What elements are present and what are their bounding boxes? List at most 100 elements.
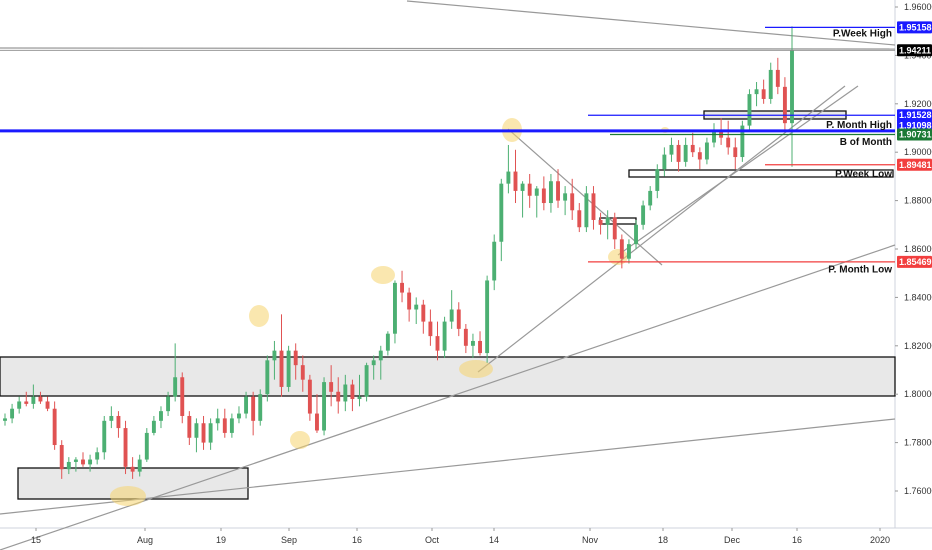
candle-body: [690, 144, 695, 153]
candle-body: [258, 394, 263, 421]
candle-body: [130, 466, 135, 472]
candle-body: [102, 420, 107, 453]
price-badge[interactable]: [897, 158, 932, 171]
candle-body: [293, 350, 298, 366]
candle-body: [95, 452, 100, 460]
y-tick-label: 1.78000: [904, 438, 932, 448]
candle-body: [435, 336, 440, 351]
candle-body: [470, 340, 475, 346]
price-badge[interactable]: [897, 109, 932, 122]
annotations-layer: P.Week High P. Month High B of Month P.Week…: [826, 29, 892, 276]
candle-body: [747, 94, 752, 126]
candle-body: [421, 304, 426, 322]
zones-layer: [0, 110, 896, 500]
candle-body: [548, 181, 553, 204]
candle-body: [88, 459, 93, 465]
candle-body: [577, 210, 582, 228]
candle-body: [66, 461, 71, 470]
x-tick-label: 14: [489, 535, 499, 545]
candle-body: [315, 413, 319, 431]
candle-body: [378, 350, 383, 361]
candle-body: [45, 401, 50, 409]
price-badge-label: 1.91098: [899, 121, 932, 131]
price-badge[interactable]: [897, 255, 932, 268]
price-badge-label: 1.95158: [899, 22, 932, 32]
price-badge-label: 1.89481: [899, 160, 932, 170]
price-badge-label: 1.85469: [899, 257, 932, 267]
annotation-label: B of Month: [840, 137, 892, 148]
candle-body: [449, 309, 454, 322]
candle-body: [307, 379, 312, 414]
trendline: [0, 418, 896, 515]
trendlines-layer: [0, 0, 896, 550]
candle-body: [527, 183, 532, 196]
candle-body: [180, 377, 185, 416]
candle-body: [265, 360, 270, 395]
candle-body: [300, 365, 305, 380]
candle-body: [712, 130, 716, 143]
x-tick-label: 19: [216, 535, 226, 545]
trendline: [0, 47, 896, 50]
candle-body: [52, 408, 57, 446]
price-badge-label: 1.94211: [899, 45, 931, 55]
candle-body: [222, 418, 227, 433]
trendline: [477, 85, 846, 373]
candle-body: [286, 350, 291, 387]
candle-body: [768, 69, 773, 99]
candle-body: [570, 193, 575, 211]
annotation-label: P. Month High: [826, 120, 892, 131]
y-tick-label: 1.80000: [904, 389, 932, 399]
candle-body: [683, 144, 688, 162]
x-tick-label: Oct: [425, 535, 440, 545]
candle-body: [534, 188, 539, 196]
candle-body: [350, 384, 355, 400]
candle-body: [400, 282, 404, 293]
candle-body: [38, 396, 43, 402]
candle-body: [740, 125, 745, 158]
candle-body: [364, 365, 369, 397]
candle-body: [116, 415, 121, 429]
candle-body: [137, 459, 142, 472]
candle-body: [385, 333, 390, 351]
candle-body: [371, 360, 376, 366]
week-low-zone: [628, 169, 894, 178]
price-badge[interactable]: [897, 21, 932, 34]
highlight-marker: [459, 360, 493, 378]
candle-body: [166, 396, 171, 412]
candle-body: [556, 181, 560, 201]
candle-body: [655, 169, 660, 191]
candle-body: [215, 418, 220, 424]
x-tick-label: Dec: [724, 535, 741, 545]
candle-body: [754, 89, 759, 95]
candle-body: [31, 396, 36, 404]
candle-body: [173, 377, 178, 397]
price-badge[interactable]: [897, 128, 932, 141]
candle-body: [442, 321, 447, 351]
candle-body: [598, 219, 603, 225]
candle-body: [485, 280, 490, 354]
support-resistance-zone: [0, 356, 896, 397]
y-axis[interactable]: 1.960001.940001.920001.900001.880001.860…: [895, 2, 932, 496]
x-tick-label: Aug: [137, 535, 153, 545]
candle-body: [790, 50, 794, 124]
small-zone: [599, 217, 637, 225]
candle-body: [322, 382, 327, 431]
y-tick-label: 1.76000: [904, 486, 932, 496]
highlight-marker: [371, 266, 395, 284]
price-badge[interactable]: [897, 44, 932, 57]
candles-layer: [3, 26, 794, 479]
candle-body: [499, 183, 504, 242]
highlight-marker: [608, 249, 628, 265]
y-tick-label: 1.96000: [904, 2, 932, 12]
annotation-label: P. Month Low: [828, 264, 892, 275]
candle-body: [272, 350, 277, 361]
y-tick-label: 1.92000: [904, 99, 932, 109]
candle-body: [229, 418, 234, 433]
trendline: [406, 0, 896, 46]
candle-body: [329, 382, 334, 392]
x-axis[interactable]: 15 Aug 19 Sep 16 Oct 14 Nov 18 Dec 16 2020: [31, 528, 890, 545]
y-tick-label: 1.82000: [904, 341, 932, 351]
candle-body: [279, 350, 284, 387]
candle-body: [24, 401, 29, 404]
x-tick-label: 16: [352, 535, 362, 545]
